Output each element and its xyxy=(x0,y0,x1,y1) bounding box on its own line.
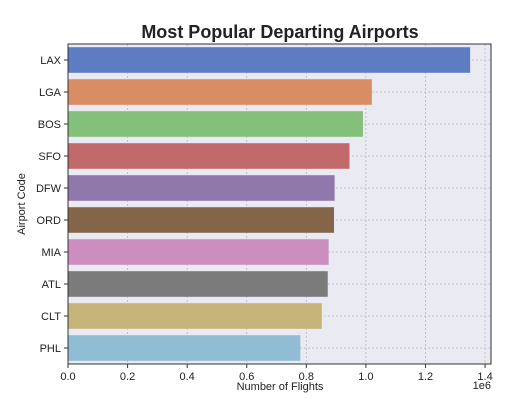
y-tick-label: MIA xyxy=(41,247,61,259)
y-tick-label: PHL xyxy=(40,343,61,355)
bar-clt xyxy=(68,303,322,329)
y-tick-label: DFW xyxy=(36,183,62,195)
x-axis-ticks: 0.0 0.2 0.4 0.6 0.8 1.0 1.2 1.4 xyxy=(60,364,493,383)
y-tick-label: LAX xyxy=(40,55,61,67)
y-tick-label: ATL xyxy=(42,279,61,291)
x-axis-scale-label: 1e6 xyxy=(473,380,491,392)
bar-atl xyxy=(68,271,328,297)
plot-border xyxy=(67,43,492,365)
chart-title: Most Popular Departing Airports xyxy=(141,22,418,42)
x-tick-label: 0.8 xyxy=(299,371,314,383)
y-tick-label: SFO xyxy=(38,151,61,163)
x-tick-label: 1.0 xyxy=(358,371,373,383)
bar-lga xyxy=(68,79,372,105)
x-tick-label: 1.2 xyxy=(418,371,433,383)
y-tick-label: CLT xyxy=(41,311,61,323)
bar-mia xyxy=(68,239,329,265)
y-tick-label: LGA xyxy=(39,87,62,99)
y-axis-label: Airport Code xyxy=(16,173,28,235)
x-tick-label: 0.4 xyxy=(180,371,195,383)
x-tick-label: 1.4 xyxy=(477,371,492,383)
bar-lax xyxy=(68,47,471,73)
bar-sfo xyxy=(68,143,350,169)
y-tick-label: ORD xyxy=(37,215,62,227)
y-axis-ticks: LAX LGA BOS SFO DFW ORD MIA ATL CLT PHL xyxy=(36,55,68,355)
x-tick-label: 0.6 xyxy=(239,371,254,383)
bar-dfw xyxy=(68,175,335,201)
x-axis-label: Number of Flights xyxy=(237,381,324,393)
y-tick-label: BOS xyxy=(38,119,61,131)
bar-phl xyxy=(68,335,301,361)
bar-bos xyxy=(68,111,363,137)
bars xyxy=(68,47,471,361)
bar-ord xyxy=(68,207,335,233)
x-tick-label: 0.2 xyxy=(120,371,135,383)
x-tick-label: 0.0 xyxy=(60,371,75,383)
